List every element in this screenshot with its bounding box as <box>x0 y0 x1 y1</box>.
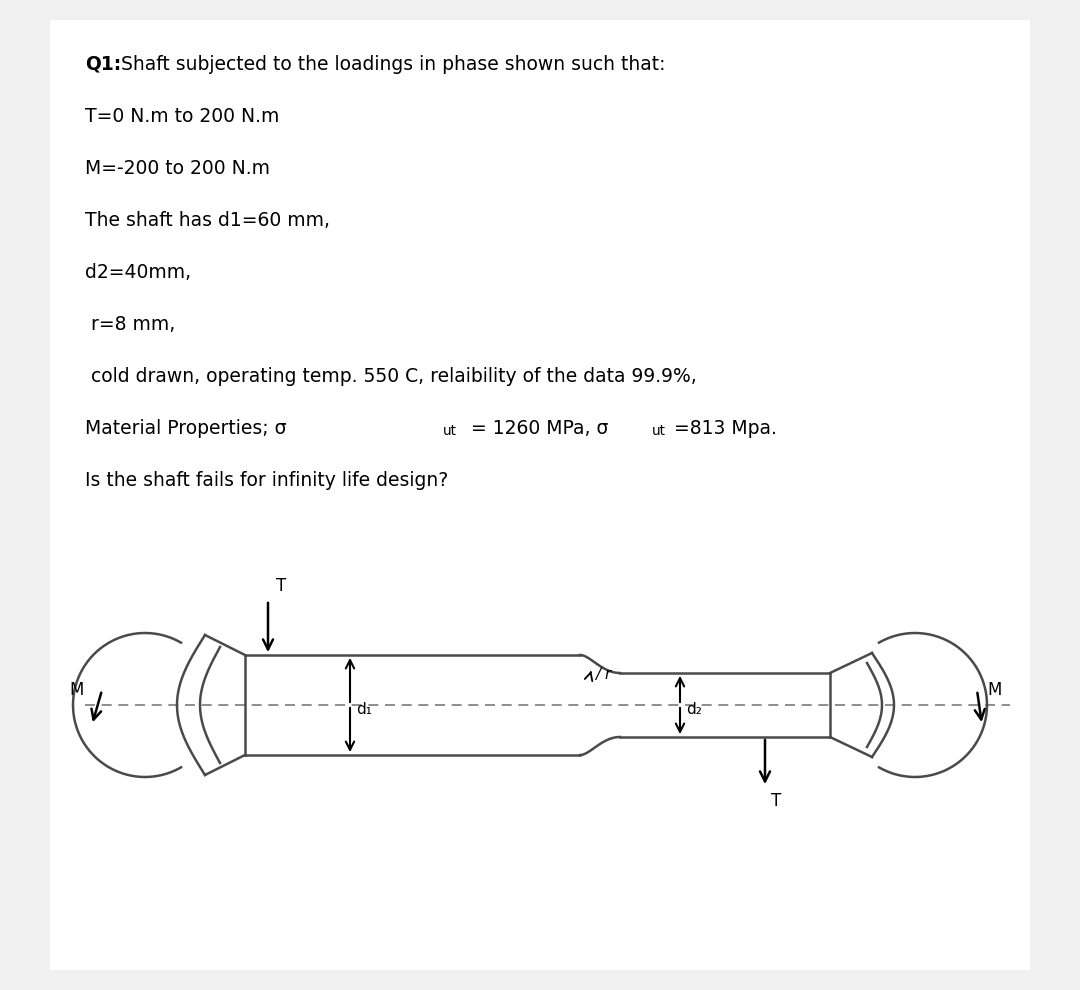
Text: ut: ut <box>652 424 666 438</box>
FancyBboxPatch shape <box>50 20 1030 970</box>
Text: T: T <box>771 792 781 810</box>
Text: d₁: d₁ <box>356 703 372 718</box>
Text: M: M <box>69 681 84 699</box>
Text: T=0 N.m to 200 N.m: T=0 N.m to 200 N.m <box>85 107 280 126</box>
Text: Material Properties; σ: Material Properties; σ <box>85 419 286 438</box>
Text: cold drawn, operating temp. 550 C, relaibility of the data 99.9%,: cold drawn, operating temp. 550 C, relai… <box>85 367 697 386</box>
Text: d2=40mm,: d2=40mm, <box>85 263 191 282</box>
Text: ut: ut <box>443 424 457 438</box>
Text: d₂: d₂ <box>686 703 702 718</box>
Text: The shaft has d1=60 mm,: The shaft has d1=60 mm, <box>85 211 330 230</box>
Text: = 1260 MPa, σ: = 1260 MPa, σ <box>465 419 608 438</box>
Text: Q1:: Q1: <box>85 55 121 74</box>
Text: M=-200 to 200 N.m: M=-200 to 200 N.m <box>85 159 270 178</box>
Text: M: M <box>987 681 1001 699</box>
Text: Shaft subjected to the loadings in phase shown such that:: Shaft subjected to the loadings in phase… <box>114 55 665 74</box>
Text: / r: / r <box>595 667 611 682</box>
Text: T: T <box>276 577 286 595</box>
Text: Is the shaft fails for infinity life design?: Is the shaft fails for infinity life des… <box>85 471 448 490</box>
Text: r=8 mm,: r=8 mm, <box>85 315 175 334</box>
Text: =813 Mpa.: =813 Mpa. <box>674 419 777 438</box>
